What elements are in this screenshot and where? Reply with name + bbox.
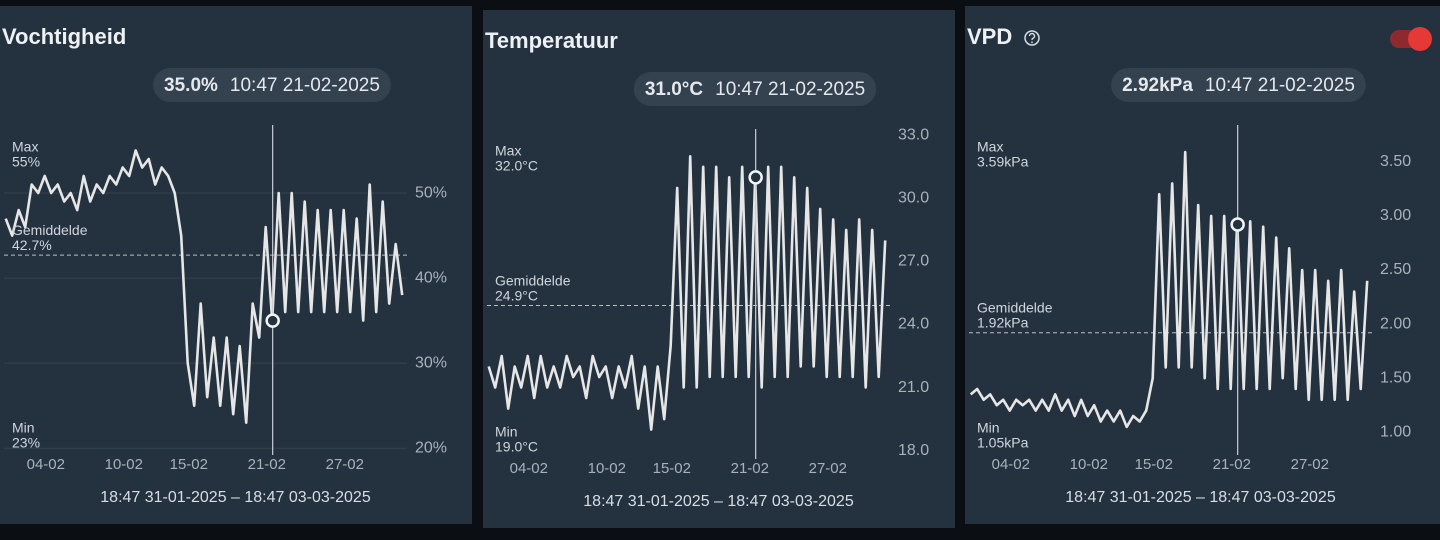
cursor-marker: [265, 313, 280, 328]
y-tick-label: 3.50: [1380, 153, 1411, 170]
readout-pill: [1111, 68, 1366, 102]
x-tick-label: 10-02: [105, 456, 143, 473]
y-tick-label: 18.0: [898, 442, 929, 459]
max-value: 32.0°C: [495, 158, 538, 174]
cursor-marker: [1230, 217, 1245, 232]
min-value: 1.05kPa: [977, 435, 1029, 451]
readout-pill: [633, 72, 877, 106]
y-tick-label: 20%: [415, 439, 447, 456]
x-tick-label: 04-02: [27, 456, 65, 473]
date-range: 18:47 31-01-2025 – 18:47 03-03-2025: [1065, 489, 1336, 506]
x-tick-label: 27-02: [809, 460, 847, 477]
readout-time: 10:47 21-02-2025: [715, 79, 865, 100]
readout-time: 10:47 21-02-2025: [1205, 75, 1355, 96]
x-tick-label: 21-02: [1213, 456, 1251, 473]
x-tick-label: 21-02: [731, 460, 769, 477]
x-tick-label: 15-02: [653, 460, 691, 477]
panel: VPD 1.00 1.50 2.00 2.50 3.00 3.50 04-02 10-02 15-…: [965, 6, 1440, 524]
y-tick-label: 30%: [415, 354, 447, 371]
y-tick-label: 40%: [415, 269, 447, 286]
x-tick-label: 10-02: [1070, 456, 1108, 473]
average-label: Gemiddelde: [12, 222, 88, 238]
min-label: Min: [495, 424, 518, 440]
max-label: Max: [12, 139, 38, 155]
readout-value: 31.0°C: [645, 79, 704, 100]
panel: Vochtigheid 20% 30% 40% 50% 04-02 10-02 15-02 21…: [0, 6, 472, 524]
y-tick-label: 2.00: [1380, 315, 1411, 332]
readout-time: 10:47 21-02-2025: [230, 75, 380, 96]
chart-title: Temperatuur: [485, 28, 618, 53]
readout-value: 35.0%: [164, 75, 218, 96]
readout: 31.0°C 10:47 21-02-2025: [645, 79, 865, 100]
min-value: 23%: [12, 435, 40, 451]
y-tick-label: 1.00: [1380, 423, 1411, 440]
y-tick-label: 50%: [415, 184, 447, 201]
y-tick-label: 27.0: [898, 253, 929, 270]
y-tick-label: 1.50: [1380, 369, 1411, 386]
y-tick-label: 21.0: [898, 379, 929, 396]
max-value: 3.59kPa: [977, 154, 1029, 170]
max-label: Max: [977, 139, 1003, 155]
readout: 2.92kPa 10:47 21-02-2025: [1122, 75, 1355, 96]
average-value: 24.9°C: [495, 287, 538, 303]
chart-title: Vochtigheid: [2, 24, 126, 49]
readout-pill: [153, 68, 391, 102]
x-tick-label: 27-02: [326, 456, 364, 473]
min-value: 19.0°C: [495, 439, 538, 455]
average-value: 1.92kPa: [977, 314, 1029, 330]
date-range: 18:47 31-01-2025 – 18:47 03-03-2025: [583, 493, 854, 510]
y-tick-label: 24.0: [898, 316, 929, 333]
cursor-marker: [748, 170, 763, 185]
data-line: [487, 155, 887, 431]
max-label: Max: [495, 143, 521, 159]
readout-value: 2.92kPa: [1122, 75, 1193, 96]
x-tick-label: 04-02: [992, 456, 1030, 473]
y-tick-label: 33.0: [898, 127, 929, 144]
readout: 35.0% 10:47 21-02-2025: [164, 75, 380, 96]
x-tick-label: 15-02: [170, 456, 208, 473]
average-label: Gemiddelde: [977, 299, 1053, 315]
date-range: 18:47 31-01-2025 – 18:47 03-03-2025: [100, 489, 371, 506]
x-tick-label: 27-02: [1291, 456, 1329, 473]
min-label: Min: [977, 420, 1000, 436]
chart-title: VPD: [967, 24, 1012, 49]
max-value: 55%: [12, 154, 40, 170]
average-value: 42.7%: [12, 237, 52, 253]
toggle-switch[interactable]: [1390, 27, 1432, 51]
y-tick-label: 30.0: [898, 190, 929, 207]
average-label: Gemiddelde: [495, 272, 571, 288]
panel: Temperatuur 18.0 21.0 24.0 27.0 30.0 33.0 04-02…: [483, 10, 955, 528]
x-tick-label: 04-02: [510, 460, 548, 477]
help-icon[interactable]: [1024, 30, 1040, 46]
y-tick-label: 3.00: [1380, 207, 1411, 224]
x-tick-label: 21-02: [248, 456, 286, 473]
x-tick-label: 15-02: [1135, 456, 1173, 473]
data-line: [969, 150, 1369, 429]
x-tick-label: 10-02: [588, 460, 626, 477]
data-line: [4, 149, 404, 424]
min-label: Min: [12, 420, 35, 436]
y-tick-label: 2.50: [1380, 261, 1411, 278]
